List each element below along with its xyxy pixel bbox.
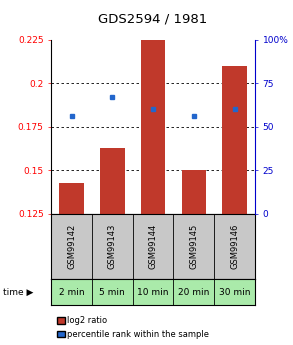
Text: 30 min: 30 min: [219, 288, 250, 297]
Text: GSM99146: GSM99146: [230, 224, 239, 269]
Text: 10 min: 10 min: [137, 288, 169, 297]
Bar: [100, 148, 125, 214]
Text: GSM99144: GSM99144: [149, 224, 158, 269]
Text: 5 min: 5 min: [100, 288, 125, 297]
Bar: [141, 34, 165, 214]
Bar: [182, 170, 206, 214]
Bar: [222, 66, 247, 214]
Text: percentile rank within the sample: percentile rank within the sample: [67, 330, 209, 339]
Text: log2 ratio: log2 ratio: [67, 316, 108, 325]
Text: 2 min: 2 min: [59, 288, 84, 297]
Text: time ▶: time ▶: [3, 288, 33, 297]
Text: GSM99142: GSM99142: [67, 224, 76, 269]
Text: GSM99143: GSM99143: [108, 224, 117, 269]
Text: GDS2594 / 1981: GDS2594 / 1981: [98, 13, 208, 26]
Bar: [59, 183, 84, 214]
Text: GSM99145: GSM99145: [189, 224, 198, 269]
Text: 20 min: 20 min: [178, 288, 209, 297]
